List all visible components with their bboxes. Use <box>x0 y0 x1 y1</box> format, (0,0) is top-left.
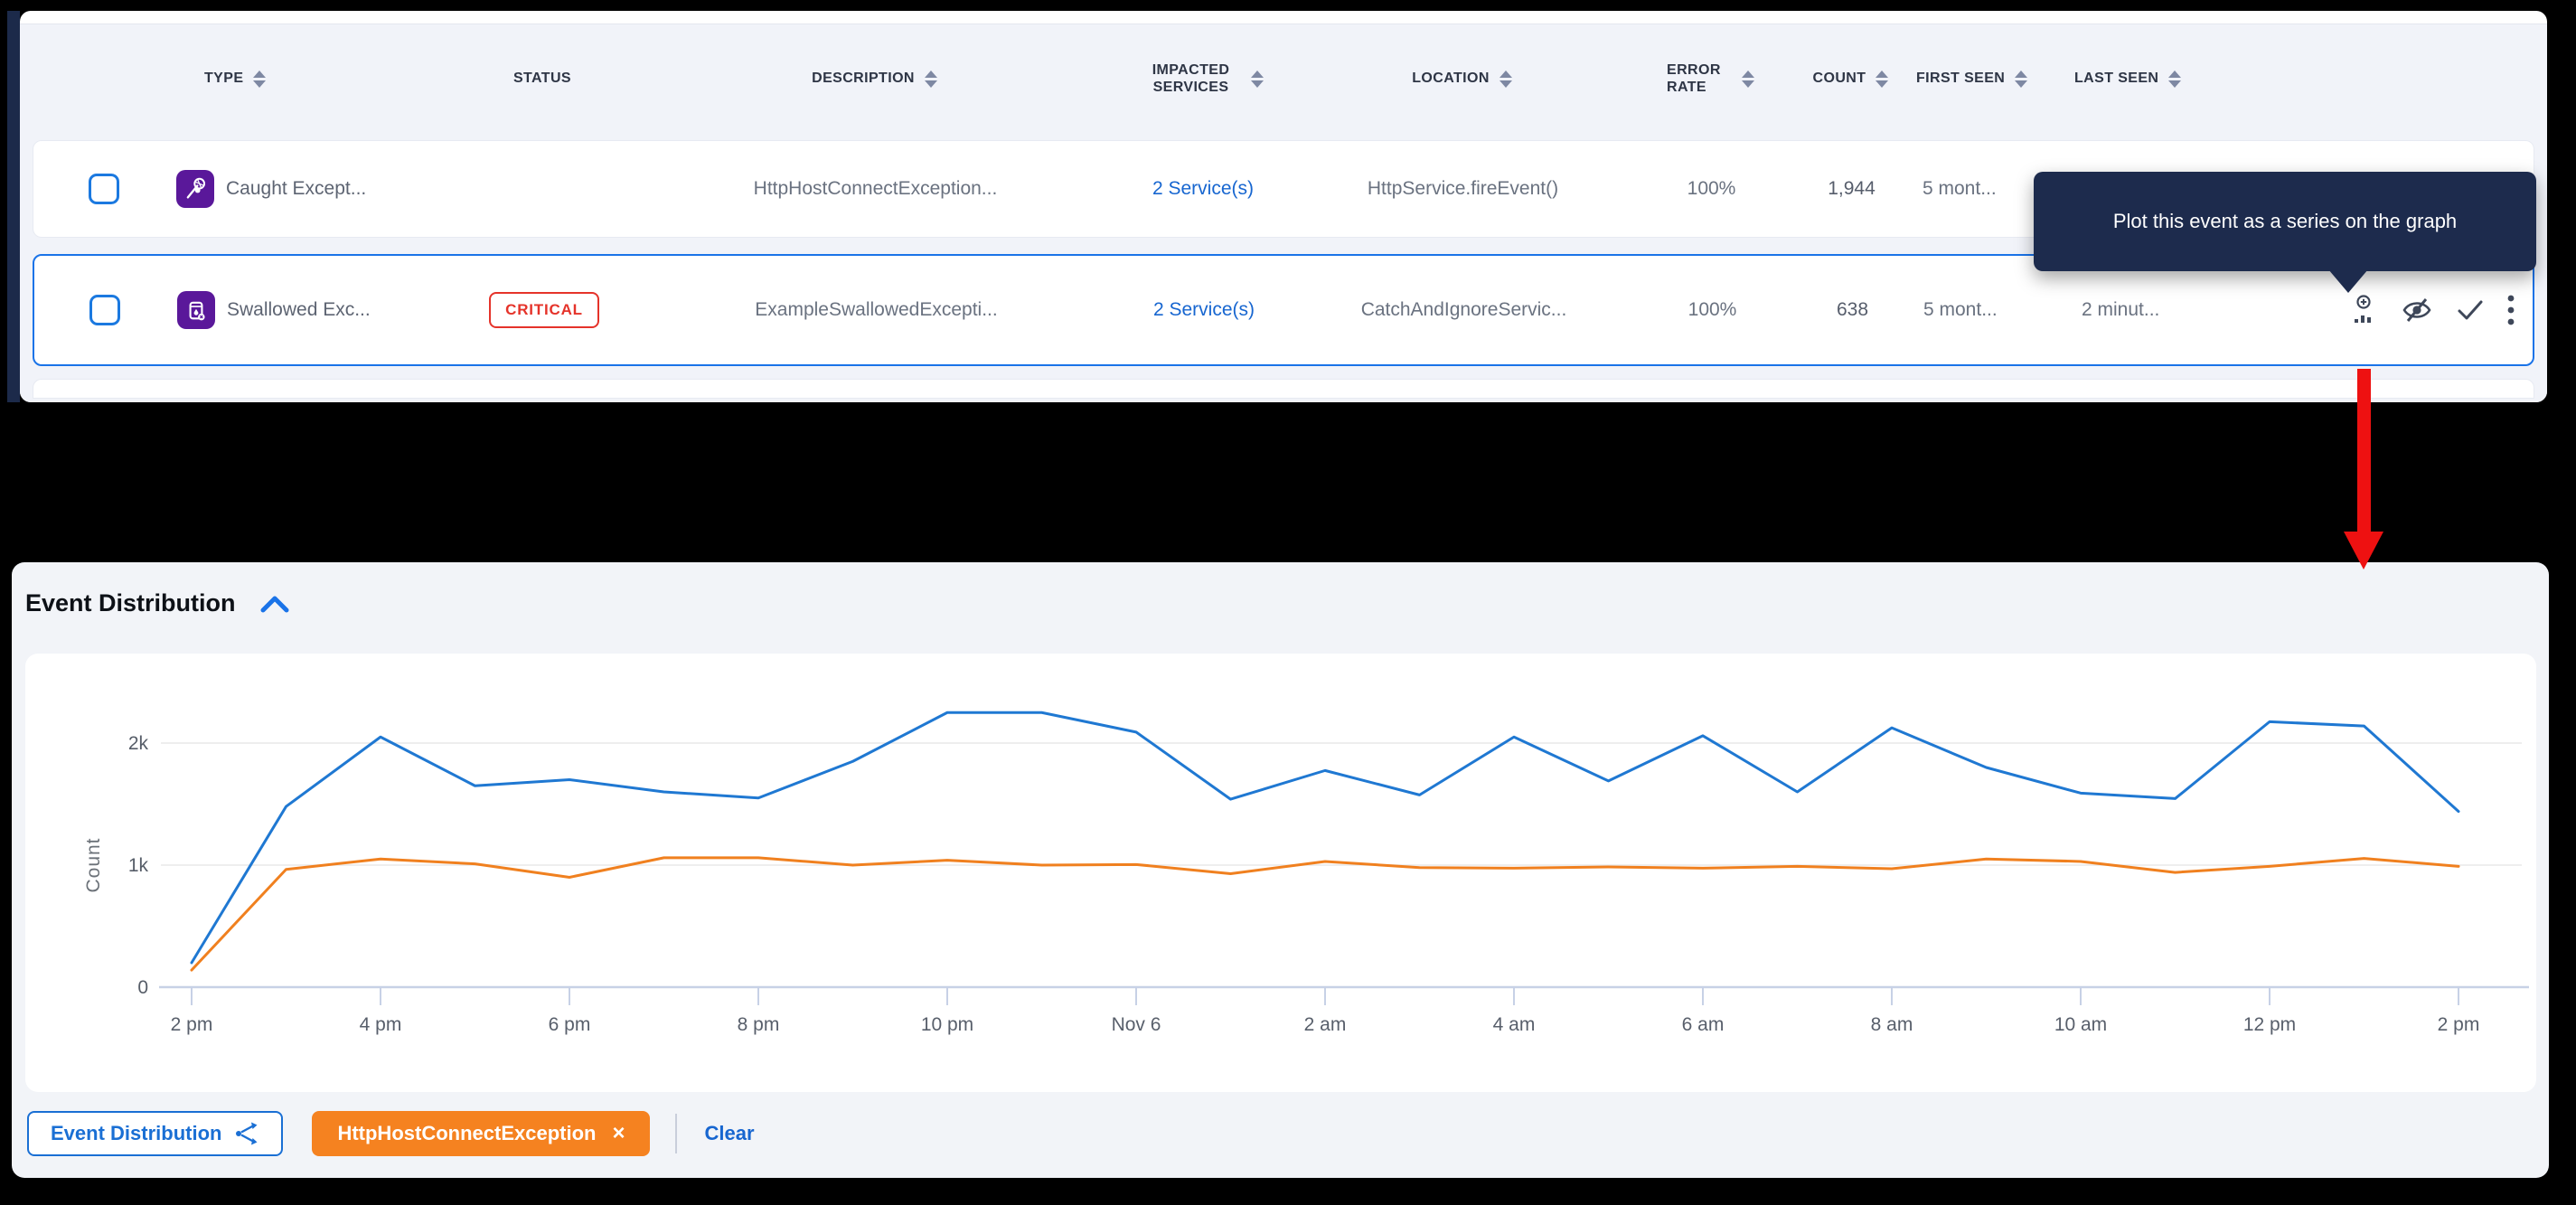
event-distribution-panel: Event Distribution 0 1k 2k Count 2 pm 4 pm 6 p… <box>12 562 2549 1178</box>
svg-text:8 pm: 8 pm <box>738 1014 780 1035</box>
impacted-services-link[interactable]: 2 Service(s) <box>1152 178 1255 199</box>
table-header: TYPE STATUS DESCRIPTION IMPACTED SERVICE… <box>20 24 2547 133</box>
description-cell: ExampleSwallowedExcepti... <box>755 299 998 320</box>
svg-text:0: 0 <box>137 977 148 998</box>
svg-text:4 am: 4 am <box>1493 1014 1536 1035</box>
remove-series-icon[interactable]: × <box>612 1121 625 1145</box>
svg-text:8 am: 8 am <box>1871 1014 1913 1035</box>
svg-text:2 pm: 2 pm <box>171 1014 213 1035</box>
sort-icon[interactable] <box>925 71 937 88</box>
svg-text:2k: 2k <box>128 733 149 754</box>
series-chip-httphostconnectexception[interactable]: HttpHostConnectException × <box>312 1111 651 1156</box>
event-distribution-chart: 0 1k 2k Count 2 pm 4 pm 6 pm 8 pm 10 pm Nov 6 2 am… <box>83 711 2529 1035</box>
type-label: Caught Except... <box>226 178 367 199</box>
app-chrome-edge <box>7 11 20 402</box>
svg-text:10 am: 10 am <box>2054 1014 2107 1035</box>
sort-icon[interactable] <box>2015 71 2027 88</box>
svg-text:2 pm: 2 pm <box>2438 1014 2480 1035</box>
description-cell: HttpHostConnectException... <box>753 178 998 199</box>
clear-series-link[interactable]: Clear <box>704 1122 755 1144</box>
plot-series-icon[interactable] <box>2350 294 2377 326</box>
count-cell: 1,944 <box>1828 178 1876 199</box>
svg-text:10 pm: 10 pm <box>921 1014 973 1035</box>
divider <box>675 1114 678 1153</box>
count-cell: 638 <box>1836 299 1869 320</box>
sort-icon[interactable] <box>1742 71 1754 88</box>
error-rate-cell: 100% <box>1688 299 1737 320</box>
error-rate-cell: 100% <box>1687 178 1736 199</box>
column-header-description[interactable]: DESCRIPTION <box>633 70 1116 87</box>
plot-split-icon <box>236 1122 258 1145</box>
column-header-first-seen[interactable]: FIRST SEEN <box>1916 70 2074 87</box>
last-seen-cell: 2 minut... <box>2082 299 2160 320</box>
location-cell: HttpService.fireEvent() <box>1367 178 1559 199</box>
first-seen-cell: 5 mont... <box>1923 178 1997 199</box>
svg-text:4 pm: 4 pm <box>360 1014 402 1035</box>
svg-text:1k: 1k <box>128 855 149 876</box>
row-checkbox[interactable] <box>89 174 119 204</box>
first-seen-cell: 5 mont... <box>1923 299 1998 320</box>
swallowed-exception-icon <box>177 291 215 329</box>
svg-text:12 pm: 12 pm <box>2243 1014 2296 1035</box>
tooltip-pointer <box>2328 269 2368 293</box>
column-header-error-rate[interactable]: ERROR RATE <box>1636 61 1785 96</box>
plot-series-tooltip: Plot this event as a series on the graph <box>2034 172 2536 293</box>
more-menu-icon[interactable] <box>2507 295 2515 325</box>
sort-icon[interactable] <box>1876 71 1888 88</box>
caught-exception-icon <box>176 170 214 208</box>
impacted-services-link[interactable]: 2 Service(s) <box>1152 299 1255 320</box>
event-distribution-series-button[interactable]: Event Distribution <box>27 1111 284 1156</box>
svg-text:Nov 6: Nov 6 <box>1112 1014 1161 1035</box>
type-label: Swallowed Exc... <box>227 299 371 320</box>
sort-icon[interactable] <box>253 71 266 88</box>
column-header-status: STATUS <box>512 71 572 87</box>
series-chips-row: Event Distribution HttpHostConnectExcept… <box>27 1111 755 1156</box>
resolve-check-icon[interactable] <box>2457 298 2484 322</box>
section-title: Event Distribution <box>25 589 236 617</box>
sort-icon[interactable] <box>2168 71 2181 88</box>
svg-text:6 pm: 6 pm <box>549 1014 591 1035</box>
hide-event-icon[interactable] <box>2401 297 2433 324</box>
sort-icon[interactable] <box>1251 71 1264 88</box>
svg-text:2 am: 2 am <box>1304 1014 1347 1035</box>
column-header-type[interactable]: TYPE <box>136 70 452 87</box>
annotation-arrow <box>2344 369 2383 570</box>
row-checkbox[interactable] <box>89 295 120 325</box>
svg-text:6 am: 6 am <box>1682 1014 1725 1035</box>
chart-card: 0 1k 2k Count 2 pm 4 pm 6 pm 8 pm 10 pm Nov 6 2 am… <box>25 654 2536 1092</box>
column-header-impacted-services[interactable]: IMPACTED SERVICES <box>1116 61 1288 96</box>
status-badge-critical: CRITICAL <box>489 292 599 328</box>
sort-icon[interactable] <box>1500 71 1512 88</box>
column-header-last-seen[interactable]: LAST SEEN <box>2074 70 2233 87</box>
collapse-chevron-icon[interactable] <box>259 594 290 614</box>
column-header-count[interactable]: COUNT <box>1785 70 1916 87</box>
location-cell: CatchAndIgnoreServic... <box>1360 299 1567 320</box>
table-row-partial <box>33 379 2534 399</box>
table-row-swallowed-exception[interactable]: Swallowed Exc... CRITICAL ExampleSwallow… <box>33 254 2534 366</box>
svg-text:Count: Count <box>83 837 104 892</box>
column-header-location[interactable]: LOCATION <box>1288 70 1636 87</box>
